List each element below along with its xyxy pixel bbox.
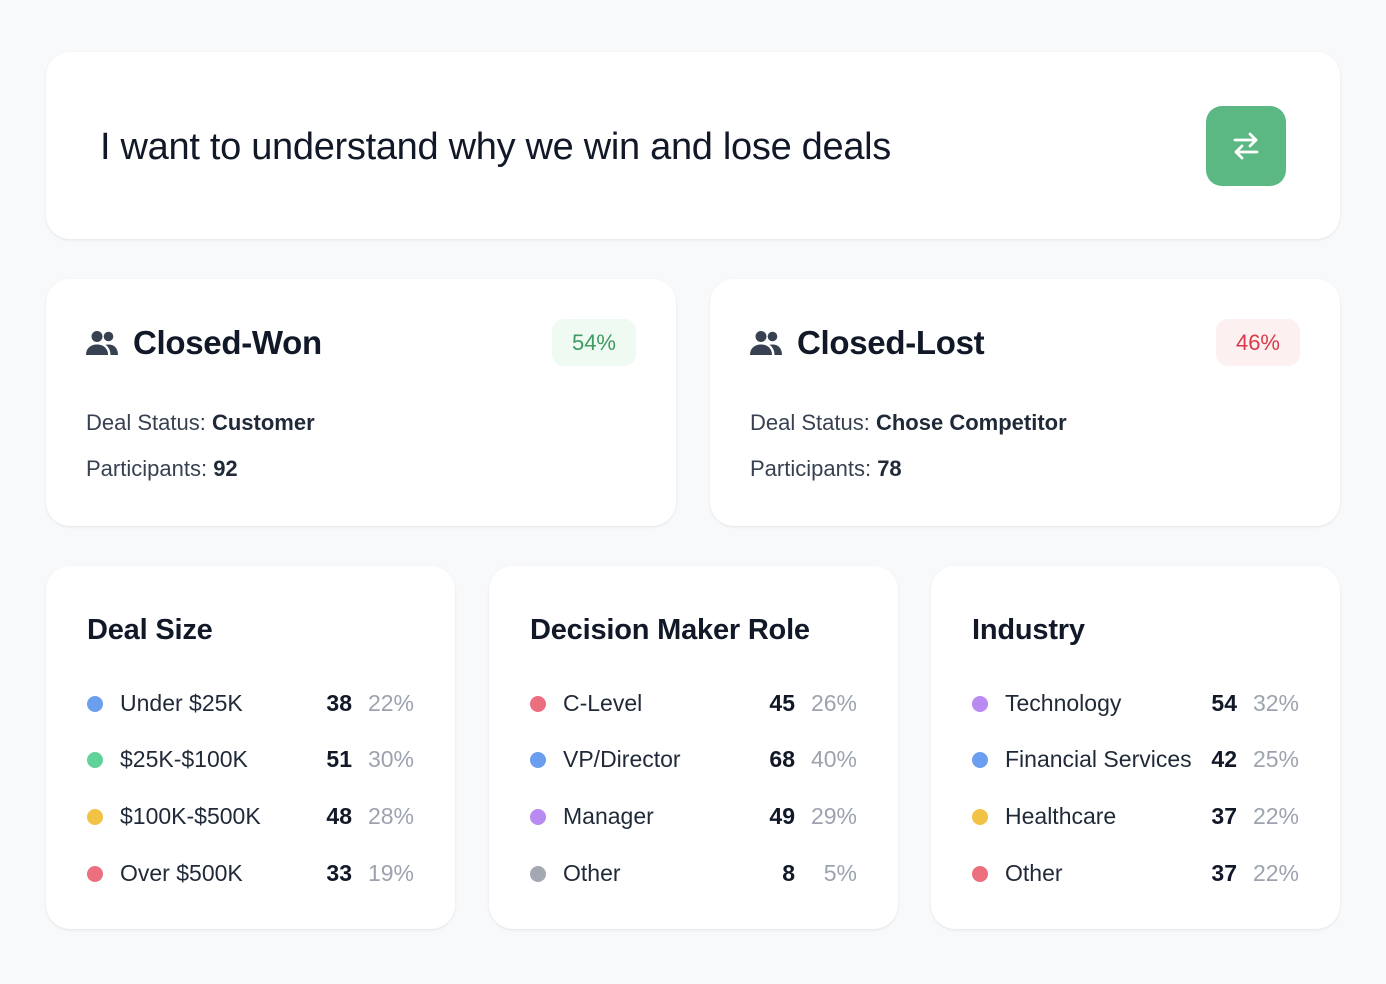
swap-arrows-icon — [1233, 132, 1259, 160]
decision-maker-role-card: Decision Maker Role C-Level 45 26% VP/Di… — [489, 566, 898, 929]
item-percent: 28% — [367, 803, 414, 829]
item-label: $100K-$500K — [120, 803, 261, 829]
item-label: Manager — [563, 803, 654, 829]
item-percent: 22% — [1252, 860, 1299, 886]
color-dot — [972, 696, 988, 712]
closed-won-percent-badge: 54% — [551, 319, 636, 366]
color-dot — [530, 752, 546, 768]
item-label: Over $500K — [120, 860, 243, 886]
item-label: VP/Director — [563, 746, 681, 772]
item-count: 33 — [326, 860, 352, 886]
item-count: 48 — [326, 803, 352, 829]
list-item: Under $25K 38 22% — [87, 688, 414, 718]
list-item: Financial Services 42 25% — [972, 744, 1299, 774]
list-item: C-Level 45 26% — [530, 688, 857, 718]
closed-won-participants: Participants: 92 — [86, 455, 238, 483]
deal-status-value: Customer — [211, 410, 315, 435]
users-icon — [750, 331, 782, 355]
item-count: 68 — [769, 746, 795, 772]
deal-status-label: Deal Status: — [750, 410, 870, 435]
item-count: 54 — [1211, 690, 1237, 716]
item-label: C-Level — [563, 690, 643, 716]
item-count: 49 — [769, 803, 795, 829]
deal-status-value: Chose Competitor — [875, 410, 1067, 435]
closed-won-title: Closed-Won — [133, 324, 322, 361]
closed-lost-participants: Participants: 78 — [750, 455, 902, 483]
item-count: 37 — [1211, 803, 1237, 829]
item-percent: 40% — [810, 746, 857, 772]
color-dot — [530, 809, 546, 825]
item-percent: 22% — [367, 690, 414, 716]
color-dot — [972, 866, 988, 882]
color-dot — [87, 809, 103, 825]
list-item: Manager 49 29% — [530, 801, 857, 831]
participants-value: 92 — [213, 456, 238, 481]
color-dot — [87, 866, 103, 882]
list-item: VP/Director 68 40% — [530, 744, 857, 774]
closed-lost-title: Closed-Lost — [797, 324, 985, 361]
item-percent: 30% — [367, 746, 414, 772]
color-dot — [530, 866, 546, 882]
item-percent: 29% — [810, 803, 857, 829]
decision-maker-role-title: Decision Maker Role — [530, 614, 810, 646]
industry-card: Industry Technology 54 32% Financial Ser… — [931, 566, 1340, 929]
item-percent: 25% — [1252, 746, 1299, 772]
item-label: Other — [1005, 860, 1063, 886]
list-item: $25K-$100K 51 30% — [87, 744, 414, 774]
users-icon — [86, 331, 118, 355]
color-dot — [972, 752, 988, 768]
deal-size-title: Deal Size — [87, 614, 213, 646]
list-item: Over $500K 33 19% — [87, 858, 414, 888]
participants-label: Participants: — [86, 456, 208, 481]
item-percent: 19% — [367, 860, 414, 886]
item-percent: 5% — [823, 860, 857, 886]
item-count: 8 — [782, 860, 795, 886]
item-percent: 22% — [1252, 803, 1299, 829]
item-label: Financial Services — [1005, 746, 1192, 772]
closed-won-card: Closed-Won 54% Deal Status: Customer Par… — [46, 279, 676, 526]
list-item: Healthcare 37 22% — [972, 801, 1299, 831]
list-item: Other 37 22% — [972, 858, 1299, 888]
participants-value: 78 — [877, 456, 902, 481]
prompt-text: I want to understand why we win and lose… — [100, 126, 892, 168]
closed-lost-percent-badge: 46% — [1215, 319, 1300, 366]
closed-lost-deal-status: Deal Status: Chose Competitor — [750, 409, 1067, 437]
color-dot — [972, 809, 988, 825]
list-item: Other 8 5% — [530, 858, 857, 888]
list-item: Technology 54 32% — [972, 688, 1299, 718]
participants-label: Participants: — [750, 456, 872, 481]
item-label: Technology — [1005, 690, 1122, 716]
color-dot — [87, 696, 103, 712]
item-count: 38 — [326, 690, 352, 716]
item-count: 51 — [326, 746, 352, 772]
item-label: Other — [563, 860, 621, 886]
item-label: Healthcare — [1005, 803, 1117, 829]
item-count: 45 — [769, 690, 795, 716]
closed-lost-card: Closed-Lost 46% Deal Status: Chose Compe… — [710, 279, 1340, 526]
closed-won-header: Closed-Won 54% — [86, 319, 636, 367]
color-dot — [530, 696, 546, 712]
item-label: $25K-$100K — [120, 746, 248, 772]
list-item: $100K-$500K 48 28% — [87, 801, 414, 831]
deal-size-card: Deal Size Under $25K 38 22% $25K-$100K 5… — [46, 566, 455, 929]
item-label: Under $25K — [120, 690, 243, 716]
closed-lost-header: Closed-Lost 46% — [750, 319, 1300, 367]
prompt-card: I want to understand why we win and lose… — [46, 52, 1340, 239]
color-dot — [87, 752, 103, 768]
closed-won-deal-status: Deal Status: Customer — [86, 409, 315, 437]
industry-title: Industry — [972, 614, 1085, 646]
item-count: 42 — [1211, 746, 1237, 772]
item-percent: 32% — [1252, 690, 1299, 716]
swap-button[interactable] — [1206, 106, 1286, 186]
deal-status-label: Deal Status: — [86, 410, 206, 435]
item-percent: 26% — [810, 690, 857, 716]
item-count: 37 — [1211, 860, 1237, 886]
